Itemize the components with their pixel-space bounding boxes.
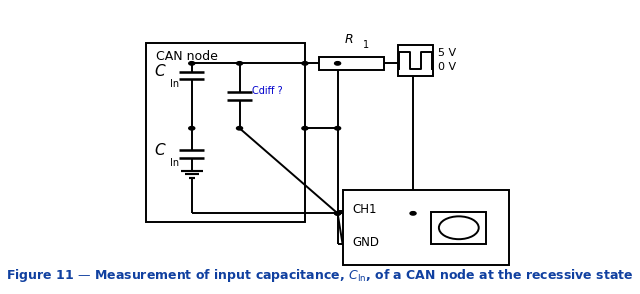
Text: Figure 11 — Measurement of input capacitance, $C_{\mathrm{In}}$, of a CAN node a: Figure 11 — Measurement of input capacit… — [6, 267, 634, 284]
Bar — [147, 43, 305, 222]
Circle shape — [410, 212, 416, 215]
Text: CH1: CH1 — [353, 203, 377, 216]
Circle shape — [335, 212, 340, 215]
Text: 5 V: 5 V — [438, 49, 456, 59]
Text: $C$: $C$ — [154, 63, 166, 79]
Circle shape — [237, 62, 243, 65]
Bar — [342, 190, 509, 265]
Text: 0 V: 0 V — [438, 62, 456, 72]
Circle shape — [335, 62, 340, 65]
Bar — [319, 57, 384, 70]
Circle shape — [189, 62, 195, 65]
Circle shape — [335, 212, 340, 215]
Circle shape — [237, 126, 243, 130]
Circle shape — [335, 126, 340, 130]
Circle shape — [189, 126, 195, 130]
Circle shape — [302, 126, 308, 130]
Text: $R$: $R$ — [344, 33, 354, 46]
Text: GND: GND — [353, 236, 380, 249]
Circle shape — [439, 216, 479, 239]
Bar — [431, 212, 486, 244]
Bar — [398, 45, 433, 76]
Text: Cdiff ?: Cdiff ? — [252, 86, 283, 96]
Circle shape — [302, 62, 308, 65]
Text: CAN node: CAN node — [156, 50, 218, 64]
Text: $C$: $C$ — [154, 142, 166, 158]
Text: 1: 1 — [362, 40, 369, 50]
Text: In: In — [170, 158, 179, 168]
Text: In: In — [170, 79, 179, 89]
